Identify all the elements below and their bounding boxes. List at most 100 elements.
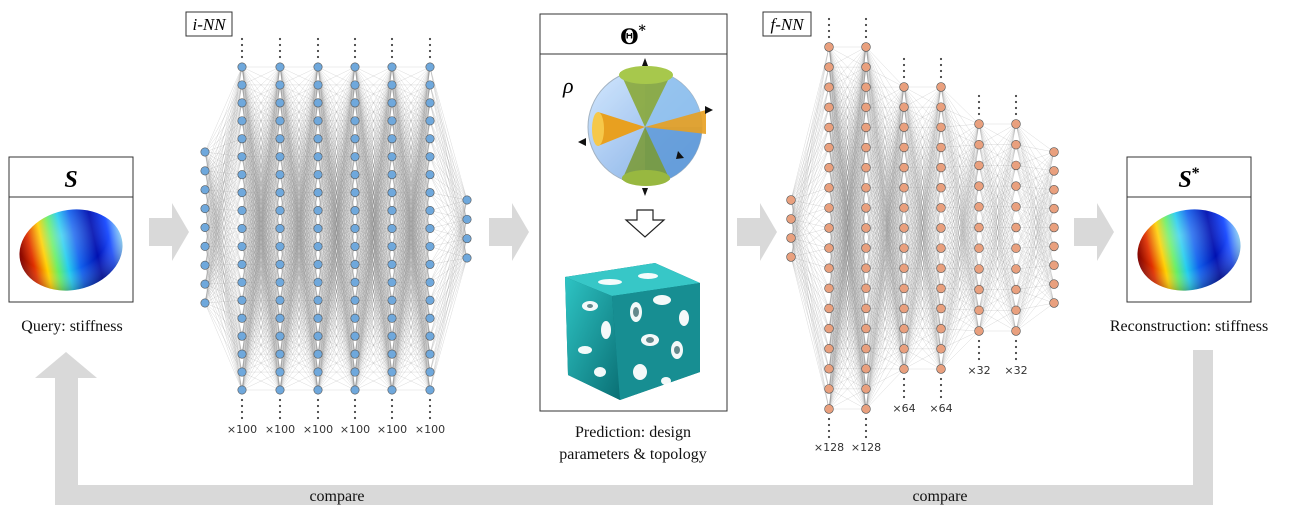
f-nn-label: f-NN [770, 15, 805, 34]
f-nn-node [1011, 264, 1021, 274]
i-nn-node [425, 331, 435, 341]
f-nn-ellipsis-dot [827, 29, 831, 33]
i-nn-node [387, 170, 397, 180]
i-nn-node [350, 170, 360, 180]
f-nn-node [974, 140, 984, 150]
i-nn-node [237, 367, 247, 377]
i-nn-node [350, 259, 360, 269]
f-nn-ellipsis-dot [827, 423, 831, 427]
f-nn-node [861, 364, 871, 374]
f-nn-node [899, 122, 909, 132]
f-nn-ellipsis-dot [864, 423, 868, 427]
i-nn-node [237, 80, 247, 90]
f-nn-node [974, 264, 984, 274]
f-nn-ellipsis-dot [827, 435, 831, 439]
f-nn-ellipsis-dot [1014, 112, 1018, 116]
f-nn-node [1011, 140, 1021, 150]
down-arrow [624, 209, 666, 238]
theta-symbol: Θ [620, 24, 638, 49]
i-nn-node [275, 224, 285, 234]
f-nn-node [936, 102, 946, 112]
i-nn-node [350, 349, 360, 359]
i-nn-node [350, 80, 360, 90]
i-nn-node [425, 206, 435, 216]
i-nn-node [275, 259, 285, 269]
f-nn-node [861, 243, 871, 253]
f-nn-node [824, 283, 834, 294]
f-nn-node [899, 243, 909, 253]
f-nn-node [861, 82, 871, 92]
i-nn-node [425, 277, 435, 287]
i-nn-layer-size-label: ×100 [377, 423, 407, 436]
i-nn-node [387, 385, 397, 395]
i-nn-node [350, 277, 360, 287]
i-nn-ellipsis-dot [390, 55, 394, 59]
i-nn-node [425, 80, 435, 90]
stiffness-ellipsoid-query [19, 209, 123, 291]
f-nn-ellipsis-dot [864, 35, 868, 39]
f-nn-node [861, 102, 871, 113]
i-nn-node [387, 241, 397, 251]
f-nn-node [899, 303, 909, 314]
f-nn-node [899, 364, 909, 374]
i-nn-node [425, 188, 435, 198]
f-nn-node [974, 222, 984, 233]
i-nn-ellipsis-dot [316, 398, 320, 402]
i-nn-node [275, 152, 285, 162]
f-nn-node [786, 233, 796, 243]
i-nn-node [350, 62, 360, 72]
i-nn-node [237, 313, 247, 323]
f-nn-node [824, 404, 834, 414]
i-nn-ellipsis-dot [240, 416, 244, 420]
f-nn-node [1011, 284, 1021, 295]
f-nn-node [936, 324, 946, 334]
i-nn-node [425, 170, 435, 180]
i-nn-ellipsis-dot [353, 43, 357, 47]
i-nn-node [237, 349, 247, 359]
rho-symbol: ρ [562, 73, 574, 98]
f-nn-node [861, 203, 871, 213]
f-nn-node [974, 284, 984, 295]
i-nn-node [237, 277, 247, 287]
i-nn-layer-3: ×100 [265, 37, 295, 436]
f-nn-node [824, 162, 834, 173]
f-nn-node [974, 202, 984, 212]
f-nn-node [936, 344, 946, 354]
i-nn-node [200, 223, 210, 233]
f-nn-ellipsis-dot [977, 100, 981, 104]
f-nn-node [1049, 147, 1059, 157]
i-nn-node [425, 134, 435, 144]
i-nn-ellipsis-dot [278, 410, 282, 414]
f-nn-node [786, 214, 796, 224]
i-nn-node [425, 241, 435, 251]
f-nn-node [824, 364, 834, 374]
feedback-loop-arrow [35, 350, 1213, 505]
f-nn-ellipsis-dot [977, 345, 981, 349]
i-nn-layer-4: ×100 [303, 37, 333, 436]
f-nn-layer-5: ×64 [929, 57, 953, 415]
i-nn-layer-size-label: ×100 [415, 423, 445, 436]
i-nn-ellipsis-dot [428, 410, 432, 414]
i-nn-layer-7: ×100 [415, 37, 445, 436]
stiffness-ellipsoid-reconstruction [1137, 209, 1241, 291]
f-nn-ellipsis-dot [939, 383, 943, 387]
f-nn-ellipsis-dot [864, 29, 868, 33]
f-nn-ellipsis-dot [827, 429, 831, 433]
i-nn-node [275, 385, 285, 395]
f-nn-ellipsis-dot [827, 35, 831, 39]
f-nn-ellipsis-dot [864, 429, 868, 433]
i-nn-node [237, 385, 247, 395]
f-nn-node [861, 384, 871, 394]
flow-arrow-3 [737, 203, 777, 261]
i-nn-node [387, 295, 397, 305]
i-nn-ellipsis-dot [428, 49, 432, 53]
f-nn-ellipsis-dot [902, 383, 906, 387]
f-nn-node [861, 223, 871, 233]
f-nn-ellipsis-dot [1014, 106, 1018, 110]
i-nn-node [200, 185, 210, 195]
i-nn-node [387, 224, 397, 234]
f-nn-ellipsis-dot [902, 389, 906, 393]
i-nn-ellipsis-dot [390, 404, 394, 408]
f-nn-ellipsis-dot [1014, 94, 1018, 98]
i-nn-node [313, 277, 323, 287]
